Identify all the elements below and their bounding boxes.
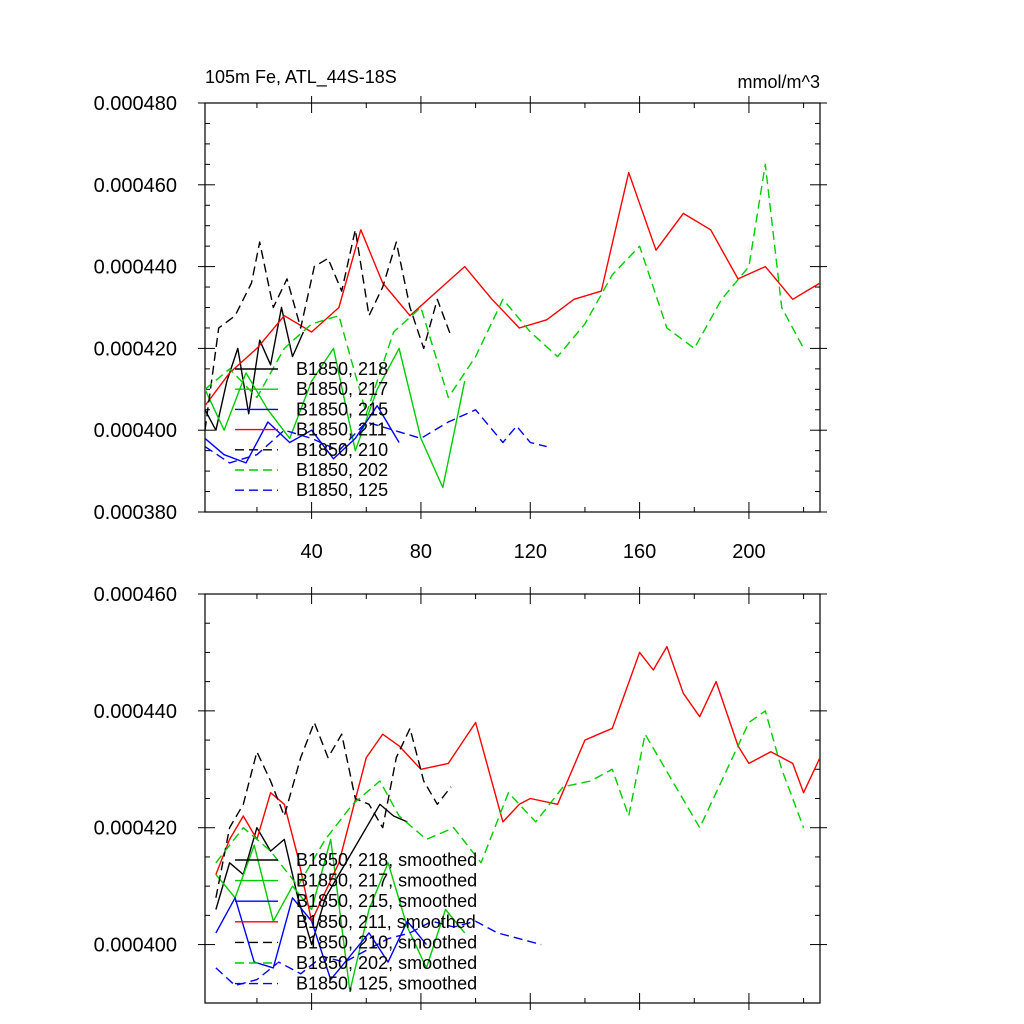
top-legend-label: B1850, 217 bbox=[296, 379, 388, 399]
bottom-series-line-3 bbox=[215, 897, 427, 981]
top-title-left: 105m Fe, ATL_44S-18S bbox=[205, 67, 397, 88]
bottom-legend-label: B1850, 202, smoothed bbox=[296, 953, 477, 973]
bottom-series-line-2 bbox=[215, 838, 466, 992]
bottom-series-line-5 bbox=[215, 721, 452, 898]
top-series-line-1 bbox=[205, 306, 305, 431]
top-legend-label: B1850, 215 bbox=[296, 399, 388, 419]
top-series-line-4 bbox=[205, 171, 820, 407]
top-legend-label: B1850, 210 bbox=[296, 440, 388, 460]
top-panel: 105m Fe, ATL_44S-18S mmol/m^3 0.000380 0.… bbox=[94, 67, 827, 563]
top-legend-label: B1850, 211 bbox=[296, 420, 387, 440]
top-series-line-5 bbox=[205, 229, 452, 431]
bottom-legend-label: B1850, 210, smoothed bbox=[296, 932, 477, 952]
top-xtick-label: 200 bbox=[732, 541, 765, 563]
top-ytick-label: 0.000400 bbox=[94, 420, 177, 442]
bottom-panel: 0.000400 0.000420 0.000440 0.000460 B1850, 2… bbox=[94, 584, 827, 1010]
bottom-legend-label: B1850, 217, smoothed bbox=[296, 871, 477, 891]
top-series-line-2 bbox=[205, 347, 466, 489]
top-ytick-label: 0.000440 bbox=[94, 257, 177, 279]
bottom-series-line-7 bbox=[215, 920, 542, 987]
bottom-legend-label: B1850, 218, smoothed bbox=[296, 850, 477, 870]
top-xtick-label: 120 bbox=[514, 541, 547, 563]
bottom-legend-label: B1850, 125, smoothed bbox=[296, 974, 477, 994]
top-series-line-7 bbox=[205, 409, 547, 464]
bottom-legend-label: B1850, 211, smoothed bbox=[296, 912, 476, 932]
bottom-series-line-1 bbox=[215, 803, 408, 946]
bottom-ytick-label: 0.000460 bbox=[94, 584, 177, 606]
top-ytick-label: 0.000480 bbox=[94, 93, 177, 115]
top-ytick-label: 0.000460 bbox=[94, 175, 177, 197]
bottom-ytick-label: 0.000440 bbox=[94, 701, 177, 723]
top-legend-label: B1850, 218 bbox=[296, 359, 388, 379]
bottom-series-line-4 bbox=[215, 645, 820, 922]
top-series-line-6 bbox=[205, 163, 805, 415]
bottom-ytick-label: 0.000420 bbox=[94, 818, 177, 840]
top-legend-label: B1850, 202 bbox=[296, 460, 388, 480]
bottom-series-line-6 bbox=[215, 710, 805, 887]
top-series-line-3 bbox=[205, 405, 400, 464]
top-xtick-label: 160 bbox=[623, 541, 656, 563]
top-xtick-label: 80 bbox=[410, 541, 432, 563]
top-legend-label: B1850, 125 bbox=[296, 480, 388, 500]
top-ytick-label: 0.000420 bbox=[94, 338, 177, 360]
top-xtick-label: 40 bbox=[300, 541, 322, 563]
bottom-legend-label: B1850, 215, smoothed bbox=[296, 891, 477, 911]
bottom-ytick-label: 0.000400 bbox=[94, 935, 177, 957]
top-title-right: mmol/m^3 bbox=[738, 72, 820, 92]
top-ytick-label: 0.000380 bbox=[94, 502, 177, 524]
